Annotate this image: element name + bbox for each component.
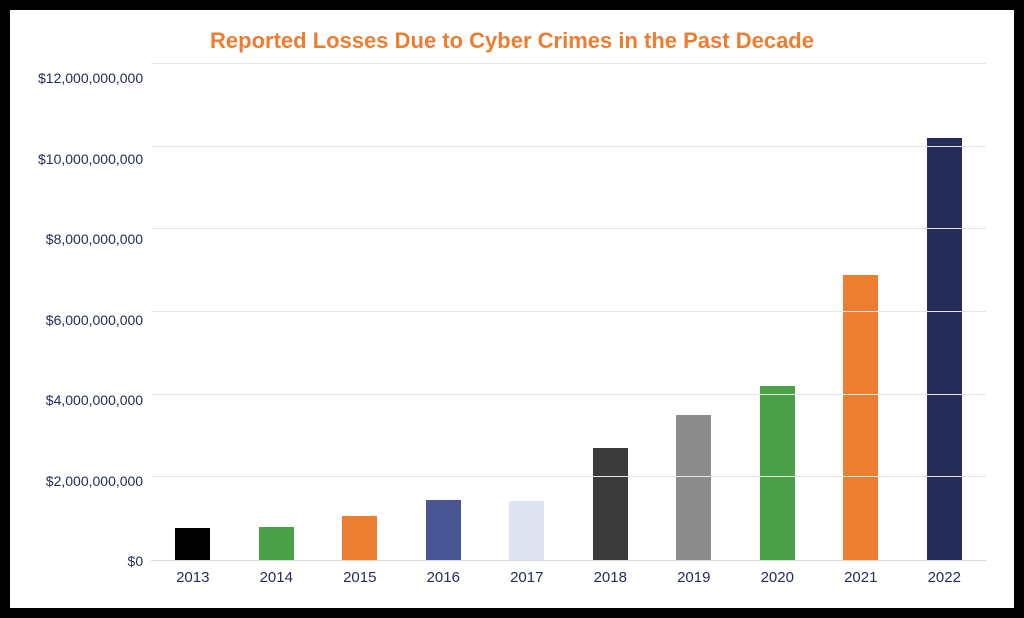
x-tick-label: 2013 <box>151 569 235 586</box>
x-tick-label: 2015 <box>318 569 402 586</box>
bar-slot <box>485 64 568 560</box>
bar-slot <box>151 64 234 560</box>
bar-2021 <box>843 275 878 560</box>
bar-slot <box>318 64 401 560</box>
chart-frame: Reported Losses Due to Cyber Crimes in t… <box>0 0 1024 618</box>
chart-area: $0 $2,000,000,000 $4,000,000,000 $6,000,000… <box>38 64 986 586</box>
y-tick-label: $8,000,000,000 <box>46 232 143 246</box>
bar-2016 <box>426 500 461 560</box>
plot-area <box>151 64 986 561</box>
y-tick-label: $12,000,000,000 <box>38 71 143 85</box>
bars-container <box>151 64 986 560</box>
bar-slot <box>652 64 735 560</box>
bar-2020 <box>760 386 795 560</box>
x-axis-spacer <box>38 569 151 586</box>
x-tick-label: 2020 <box>736 569 820 586</box>
gridline <box>151 146 986 147</box>
bar-2022 <box>927 138 962 560</box>
bar-2013 <box>175 528 210 560</box>
y-tick-label: $10,000,000,000 <box>38 152 143 166</box>
x-tick-label: 2019 <box>652 569 736 586</box>
bar-slot <box>902 64 985 560</box>
bar-slot <box>736 64 819 560</box>
bar-slot <box>569 64 652 560</box>
x-tick-label: 2016 <box>402 569 486 586</box>
y-tick-label: $2,000,000,000 <box>46 474 143 488</box>
x-tick-label: 2021 <box>819 569 903 586</box>
bar-2019 <box>676 415 711 560</box>
y-tick-label: $0 <box>128 554 144 568</box>
bar-2015 <box>342 516 377 560</box>
bar-slot <box>819 64 902 560</box>
gridline <box>151 311 986 312</box>
bar-slot <box>235 64 318 560</box>
bar-2018 <box>593 448 628 560</box>
plot-row: $0$2,000,000,000$4,000,000,000$6,000,000… <box>38 64 986 561</box>
x-tick-label: 2017 <box>485 569 569 586</box>
bar-2014 <box>259 527 294 560</box>
bar-slot <box>402 64 485 560</box>
bar-2017 <box>509 501 544 560</box>
gridline <box>151 63 986 64</box>
y-tick-label: $6,000,000,000 <box>46 313 143 327</box>
gridline <box>151 228 986 229</box>
y-tick-label: $4,000,000,000 <box>46 393 143 407</box>
x-tick-label: 2018 <box>569 569 653 586</box>
y-axis: $0$2,000,000,000$4,000,000,000$6,000,000… <box>38 64 151 561</box>
x-axis-labels: 2013201420152016201720182019202020212022 <box>151 569 986 586</box>
x-tick-label: 2014 <box>235 569 319 586</box>
x-axis: 2013201420152016201720182019202020212022 <box>38 561 986 586</box>
gridline <box>151 476 986 477</box>
chart-title: Reported Losses Due to Cyber Crimes in t… <box>38 28 986 54</box>
x-tick-label: 2022 <box>903 569 987 586</box>
gridline <box>151 394 986 395</box>
